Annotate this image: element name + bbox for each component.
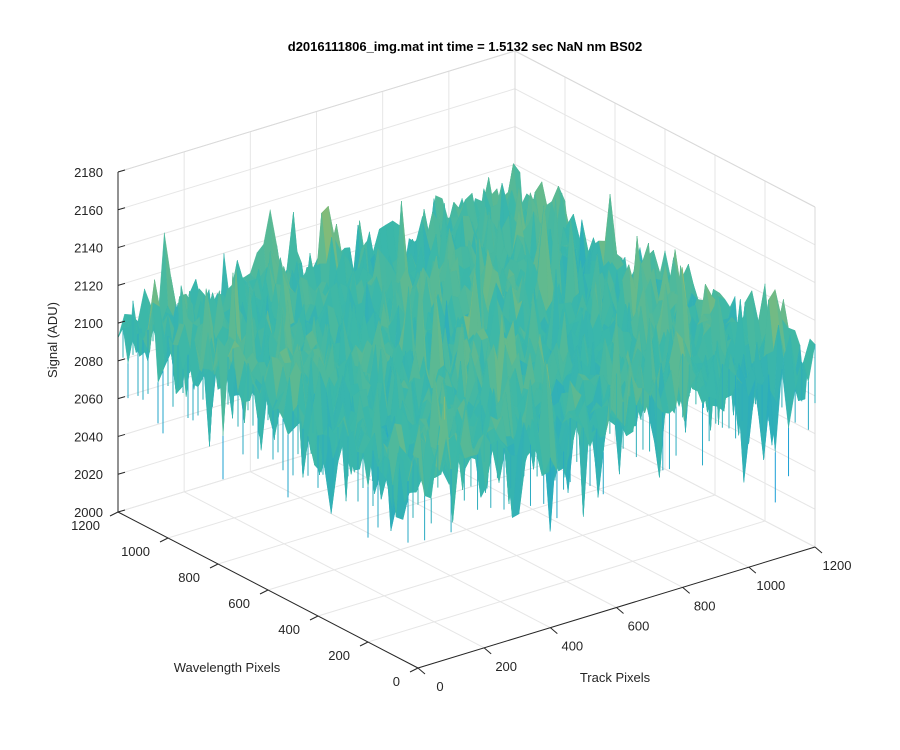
y-tick bbox=[259, 589, 269, 595]
x-tick-label: 800 bbox=[694, 598, 716, 613]
y-tick-label: 200 bbox=[328, 648, 350, 663]
z-tick bbox=[117, 282, 126, 286]
y-tick-label: 400 bbox=[278, 622, 300, 637]
z-axis-label: Signal (ADU) bbox=[45, 302, 60, 378]
y-tick bbox=[109, 511, 119, 517]
z-tick bbox=[117, 245, 126, 249]
wall-grid-line bbox=[117, 88, 516, 211]
chart-title: d2016111806_img.mat int time = 1.5132 se… bbox=[288, 39, 642, 54]
z-tick-label: 2160 bbox=[74, 203, 103, 218]
x-tick-label: 0 bbox=[436, 679, 443, 694]
axes-lines bbox=[109, 169, 823, 675]
y-tick-label: 800 bbox=[178, 570, 200, 585]
z-tick bbox=[117, 320, 126, 324]
y-tick bbox=[309, 615, 319, 621]
x-tick-label: 600 bbox=[628, 619, 650, 634]
y-tick bbox=[409, 667, 419, 673]
z-tick-label: 2080 bbox=[74, 354, 103, 369]
x-tick bbox=[483, 647, 492, 655]
z-tick-label: 2060 bbox=[74, 392, 103, 407]
z-tick bbox=[117, 358, 126, 362]
y-tick-label: 1200 bbox=[71, 518, 100, 533]
x-tick-label: 200 bbox=[495, 659, 517, 674]
floor-grid-line bbox=[367, 520, 766, 643]
wall-grid-line bbox=[514, 126, 816, 283]
wall-grid-line bbox=[514, 88, 816, 246]
z-tick bbox=[117, 207, 126, 211]
z-tick bbox=[117, 396, 126, 400]
wall-grid-line bbox=[117, 163, 516, 286]
x-tick bbox=[748, 566, 757, 574]
x-axis-label: Track Pixels bbox=[580, 670, 651, 685]
z-tick-label: 2020 bbox=[74, 467, 103, 482]
y-tick-label: 600 bbox=[228, 596, 250, 611]
wall-grid-line bbox=[117, 126, 516, 249]
z-tick-label: 2000 bbox=[74, 505, 103, 520]
y-tick-label: 0 bbox=[393, 674, 400, 689]
x-tick bbox=[682, 586, 690, 594]
y-tick-label: 1000 bbox=[121, 544, 150, 559]
y-tick bbox=[159, 537, 169, 543]
z-tick bbox=[117, 433, 126, 437]
z-tick-label: 2040 bbox=[74, 429, 103, 444]
z-tick bbox=[117, 471, 126, 475]
surface-patch bbox=[412, 424, 425, 496]
z-tick-label: 2180 bbox=[74, 165, 103, 180]
surface-plot bbox=[117, 162, 816, 543]
x-tick bbox=[814, 546, 823, 554]
z-tick-label: 2120 bbox=[74, 278, 103, 293]
z-tick-label: 2140 bbox=[74, 241, 103, 256]
z-tick-label: 2100 bbox=[74, 316, 103, 331]
x-tick-label: 1000 bbox=[756, 578, 785, 593]
x-tick-label: 1200 bbox=[823, 558, 852, 573]
box-edge bbox=[514, 50, 816, 208]
y-axis-label: Wavelength Pixels bbox=[174, 660, 281, 675]
x-tick bbox=[417, 667, 426, 675]
z-tick bbox=[117, 509, 126, 513]
x-tick bbox=[616, 607, 624, 614]
box-edge bbox=[117, 50, 516, 173]
z-tick bbox=[117, 169, 126, 173]
floor-grid-line bbox=[317, 494, 716, 617]
y-tick bbox=[209, 563, 219, 569]
x-tick bbox=[550, 627, 558, 635]
tick-labels: 0 200 400 600 800 1000 1200 0 200 400 600 800 1000 12… bbox=[71, 165, 851, 694]
x-tick-label: 400 bbox=[561, 639, 583, 654]
y-tick bbox=[359, 641, 369, 647]
